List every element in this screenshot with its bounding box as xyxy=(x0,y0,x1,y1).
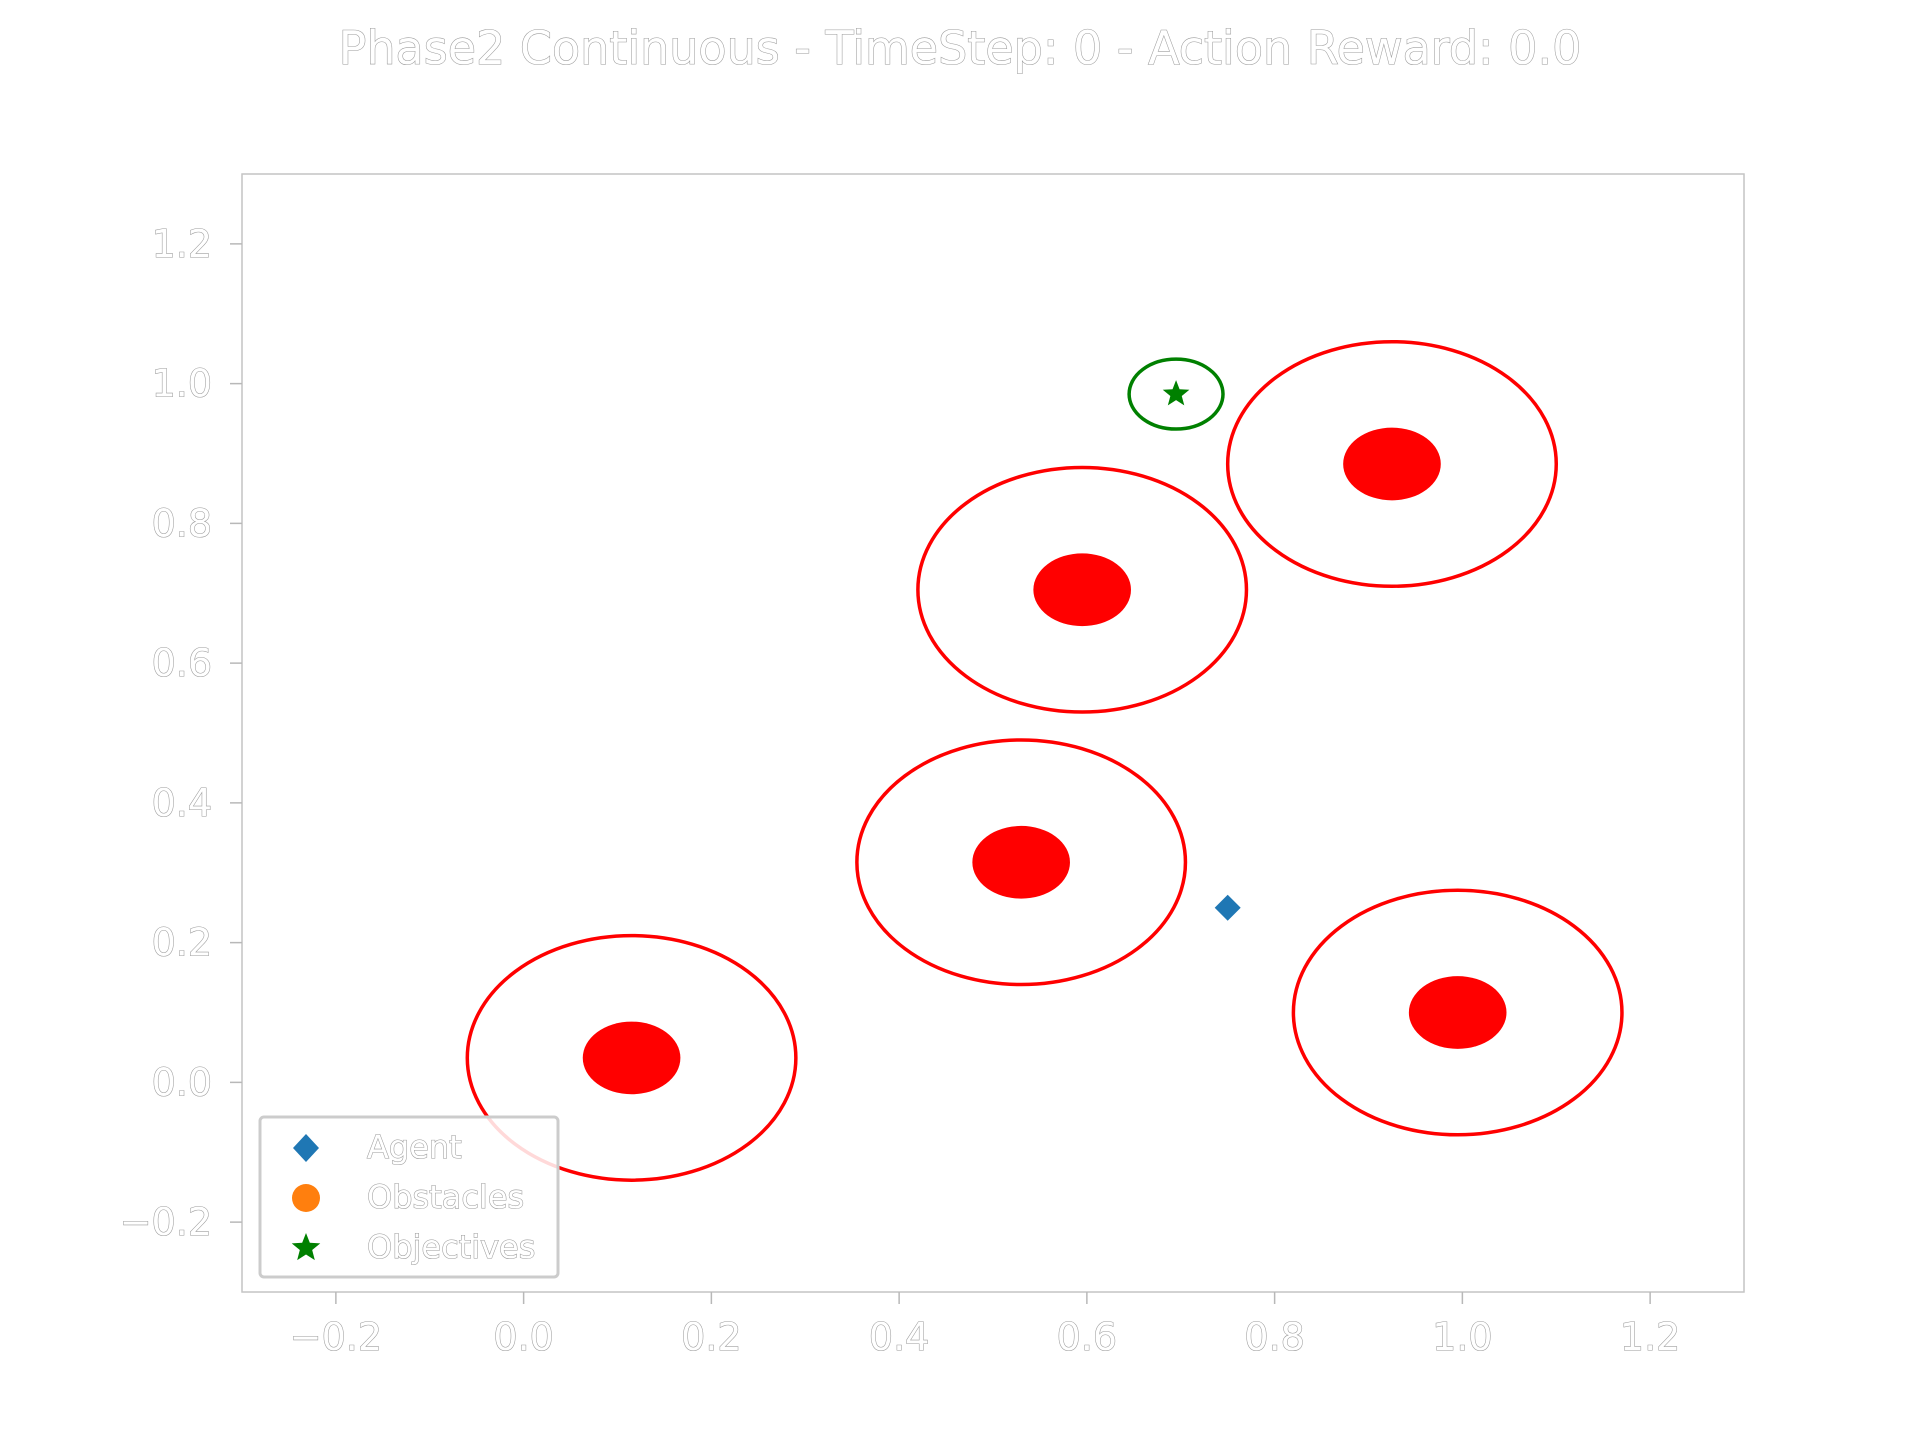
objectives-layer xyxy=(1127,357,1225,431)
legend-label-objectives: Objectives xyxy=(367,1228,535,1266)
x-axis: −0.2 0.0 0.2 0.4 0.6 0.8 1.0 1.2 xyxy=(289,1292,1681,1360)
obstacle-point xyxy=(1343,427,1441,501)
legend-label-obstacles: Obstacles xyxy=(367,1178,524,1216)
y-tick-label: 1.2 xyxy=(152,222,212,266)
x-tick-label: 1.2 xyxy=(1620,1315,1680,1359)
plot-frame xyxy=(241,173,1745,1293)
x-tick-label: 0.2 xyxy=(681,1315,741,1359)
legend-obstacles-circle-icon xyxy=(292,1184,320,1212)
x-tick-label: −0.2 xyxy=(290,1315,382,1359)
y-tick-label: 0.4 xyxy=(152,781,212,825)
y-tick-label: 1.0 xyxy=(152,362,212,406)
legend-item-agent: Agent xyxy=(293,1127,462,1167)
chart-title: Phase2 Continuous - TimeStep: 0 - Action… xyxy=(339,21,1582,75)
objective-point xyxy=(1162,380,1190,406)
y-tick-label: 0.6 xyxy=(152,641,212,685)
legend-objectives-star-icon xyxy=(291,1233,321,1261)
x-tick-label: 0.4 xyxy=(869,1315,929,1359)
obstacle-ring xyxy=(916,465,1249,714)
y-tick-label: −0.2 xyxy=(120,1200,212,1244)
legend-box xyxy=(258,1115,560,1279)
legend-agent-diamond-icon xyxy=(293,1134,319,1162)
legend-item-objectives: Objectives xyxy=(291,1227,536,1267)
y-tick-label: 0.2 xyxy=(152,921,212,965)
y-axis: −0.2 0.0 0.2 0.4 0.6 0.8 1.0 1.2 xyxy=(119,221,242,1245)
obstacle-point xyxy=(972,825,1070,899)
obstacle-point xyxy=(1408,976,1507,1049)
agent-layer xyxy=(1214,894,1241,921)
x-tick-label: 0.6 xyxy=(1057,1315,1117,1359)
obstacle-ring xyxy=(465,933,798,1182)
x-tick-label: 1.0 xyxy=(1432,1315,1492,1359)
y-tick-label: 0.8 xyxy=(152,501,212,545)
legend-item-obstacles: Obstacles xyxy=(292,1177,525,1217)
y-tick-label: 0.0 xyxy=(152,1060,212,1104)
obstacles-layer xyxy=(465,339,1624,1182)
x-tick-label: 0.8 xyxy=(1244,1315,1304,1359)
legend: Agent Obstacles Objectives xyxy=(258,1115,560,1279)
obstacle-point xyxy=(1033,553,1131,627)
obstacle-point xyxy=(582,1021,681,1095)
agent-point xyxy=(1214,894,1241,921)
obstacle-ring xyxy=(1291,888,1624,1137)
objective-ring xyxy=(1127,357,1225,431)
legend-label-agent: Agent xyxy=(367,1128,462,1166)
obstacle-ring xyxy=(1225,339,1558,589)
obstacle-ring xyxy=(855,738,1188,987)
x-tick-label: 0.0 xyxy=(493,1315,553,1359)
